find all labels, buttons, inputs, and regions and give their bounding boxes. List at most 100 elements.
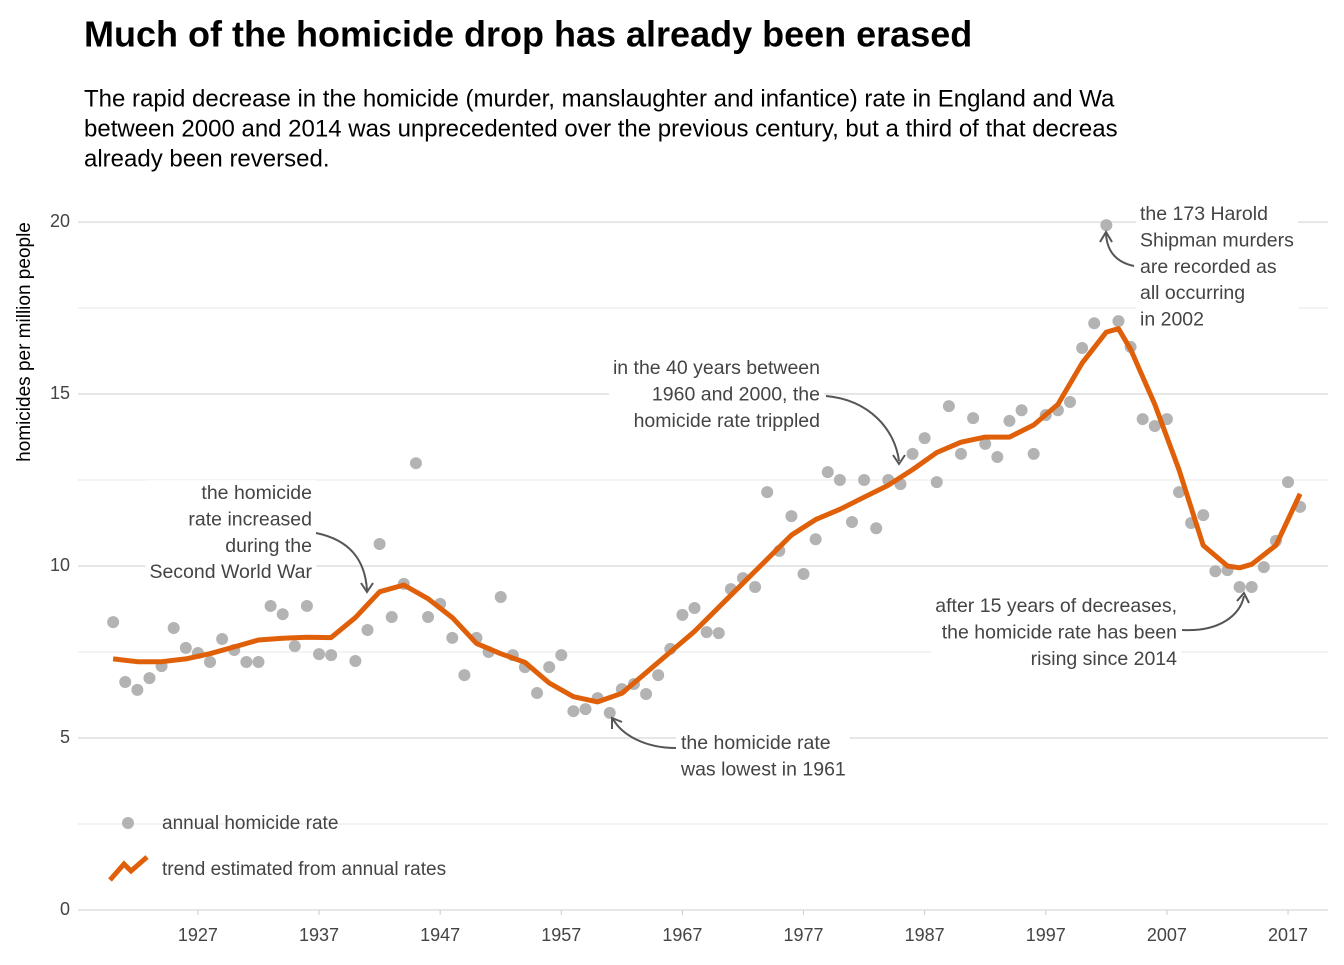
point [494, 590, 507, 603]
x-tick-label: 2007 [1147, 925, 1187, 945]
annotation: are recorded as [1140, 256, 1277, 278]
point [167, 621, 180, 634]
point [240, 656, 253, 669]
point [204, 656, 217, 669]
point [797, 567, 810, 580]
point [1257, 561, 1270, 574]
point [216, 632, 229, 645]
point [809, 533, 822, 546]
point [1003, 414, 1016, 427]
point [107, 616, 120, 629]
arrow [825, 395, 900, 462]
point [361, 624, 374, 637]
point [385, 610, 398, 623]
y-tick-label: 20 [50, 211, 70, 231]
labels: 0 5 10 15 20 1927 1937 1947 1957 1967 1977 1987 1997… [50, 203, 1308, 945]
arrow-head [1236, 591, 1250, 604]
point [458, 669, 471, 682]
annotation: 1960 and 2000, the [652, 383, 820, 405]
y-axis-label: homicides per million people [14, 222, 35, 462]
point [543, 661, 556, 674]
point [991, 451, 1004, 464]
x-tick-label: 1977 [784, 925, 824, 945]
point [446, 631, 459, 644]
annotation: in the 40 years between [613, 357, 820, 379]
annotation: the homicide [201, 482, 312, 504]
point [373, 538, 386, 551]
point [579, 703, 592, 716]
annotation: all occurring [1140, 282, 1245, 304]
arrow-head [360, 582, 374, 594]
point [264, 599, 277, 612]
point [422, 610, 435, 623]
point [1112, 315, 1125, 328]
arrows [315, 230, 1250, 749]
point [1209, 565, 1222, 578]
arrow [612, 718, 677, 749]
point [688, 602, 701, 615]
point [143, 672, 156, 685]
subtitle: The rapid decrease in the homicide (murd… [84, 85, 1115, 112]
annotation-background [145, 480, 317, 586]
point [979, 437, 992, 450]
y-tick-label: 0 [60, 899, 70, 919]
point [918, 432, 931, 445]
marks [107, 219, 1307, 719]
arrow-head [1099, 230, 1113, 243]
point [531, 686, 544, 699]
point [1064, 395, 1077, 408]
y-tick-label: 10 [50, 555, 70, 575]
legend-symbol [108, 855, 149, 882]
point [1233, 581, 1246, 594]
legend-symbol [122, 817, 134, 829]
point [858, 474, 871, 487]
x-tick-label: 1937 [299, 925, 339, 945]
point [131, 683, 144, 696]
point [555, 649, 568, 662]
point [349, 654, 362, 667]
legend-label: annual homicide rate [162, 813, 338, 834]
point [1076, 341, 1089, 354]
point [712, 627, 725, 640]
point [761, 486, 774, 499]
legend: annual homicide rate trend estimated fro… [108, 813, 446, 882]
point [1100, 219, 1113, 232]
point [700, 626, 713, 639]
annotation: after 15 years of decreases, [935, 595, 1177, 617]
trend-line [112, 326, 1303, 705]
annotation-backgrounds [145, 201, 1299, 783]
point [1197, 509, 1210, 522]
arrow [1181, 595, 1245, 632]
point [676, 608, 689, 621]
point [870, 522, 883, 535]
point [300, 599, 313, 612]
annotation: the 173 Harold [1140, 203, 1268, 225]
point [325, 649, 338, 662]
chart-title: Much of the homicide drop has already be… [84, 14, 972, 55]
point [845, 516, 858, 529]
point [119, 675, 132, 688]
point [288, 640, 301, 653]
point [1136, 413, 1149, 426]
point [967, 412, 980, 425]
x-tick-label: 1947 [420, 925, 460, 945]
point [179, 641, 192, 654]
point [930, 476, 943, 489]
point [276, 608, 289, 621]
point [785, 510, 798, 523]
arrow-head [892, 454, 906, 466]
point [567, 705, 580, 718]
point [640, 687, 653, 700]
point [252, 656, 265, 669]
x-tick-label: 1927 [178, 925, 218, 945]
x-tick-label: 1967 [662, 925, 702, 945]
annotation: in 2002 [1140, 308, 1204, 330]
point [833, 474, 846, 487]
y-tick-label: 5 [60, 727, 70, 747]
point [1027, 447, 1040, 460]
point [1088, 317, 1101, 330]
point [313, 648, 326, 661]
annotation: Shipman murders [1140, 229, 1294, 251]
annotation: during the [225, 535, 312, 557]
annotation-background [608, 355, 824, 434]
